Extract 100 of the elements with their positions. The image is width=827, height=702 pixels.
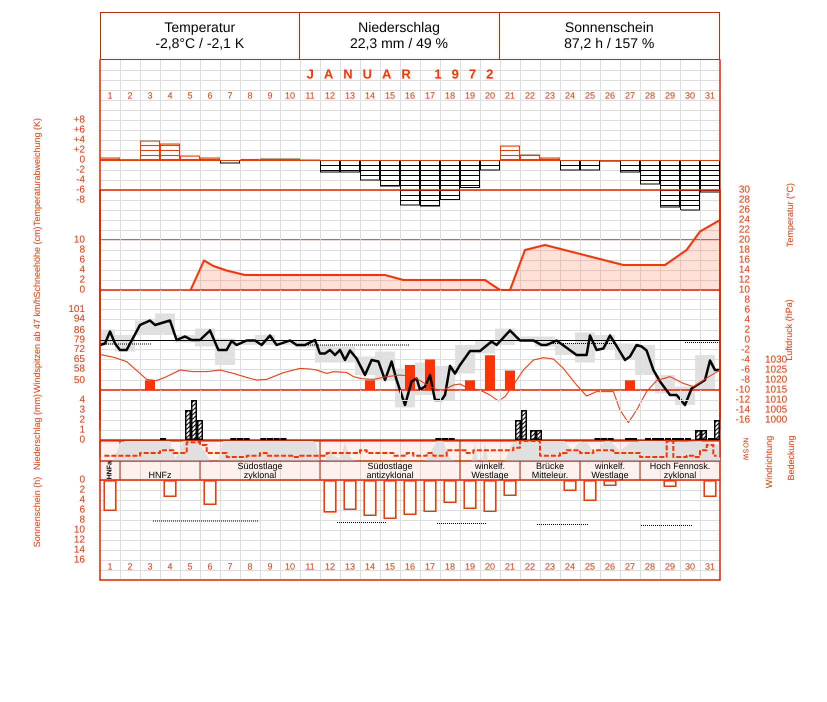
- y-axis-title: Bedeckung: [786, 435, 796, 481]
- x-tick-label: 29: [664, 562, 676, 572]
- y-tick-label: 1010: [765, 394, 788, 406]
- y-tick-label: 4: [79, 264, 86, 276]
- text: Niederschlag: [358, 19, 440, 35]
- y-tick-label: -8: [76, 194, 86, 206]
- y-tick-label: 0: [79, 434, 86, 446]
- y-tick-label: 22: [738, 224, 750, 236]
- text: 22,3 mm / 49 %: [350, 35, 448, 51]
- y-tick-label: 101: [68, 304, 86, 315]
- x-tick-label: 16: [404, 90, 416, 100]
- x-tick-label: 7: [227, 562, 233, 572]
- x-tick-label: 10: [284, 90, 296, 100]
- x-tick-label: 22: [524, 562, 536, 572]
- y-axis-title: Windrichtung: [764, 436, 774, 488]
- x-tick-label: 8: [247, 562, 253, 572]
- y-axis-title: Schneehöhe (cm): [32, 226, 42, 298]
- x-tick-label: 24: [564, 562, 576, 572]
- x-tick-label: 2: [127, 562, 133, 572]
- y-tick-label: 10: [738, 284, 750, 296]
- y-tick-label: 12: [74, 534, 86, 546]
- y-tick-label: 14: [74, 544, 86, 556]
- y-tick-label: 1000: [765, 414, 788, 426]
- band-label: Hoch Fennosk. zyklonal: [650, 461, 710, 480]
- y-tick-label: 0: [79, 474, 86, 486]
- y-axis-title: Windspitzen ab 47 km/h: [32, 296, 42, 394]
- band-label: Südostlage zyklonal: [237, 461, 283, 480]
- x-tick-label: 23: [544, 562, 556, 572]
- y-tick-label: 2: [79, 274, 86, 286]
- x-tick-label: 5: [187, 90, 193, 100]
- y-tick-label: -16: [736, 414, 750, 426]
- y-tick-label: 6: [744, 304, 750, 316]
- y-tick-label: 0: [744, 334, 750, 346]
- x-tick-label: 4: [167, 90, 173, 100]
- y-tick-label: -6: [76, 184, 86, 196]
- y-tick-label: 2: [79, 484, 86, 496]
- y-axis-title: Temperaturabweichung (K): [32, 118, 42, 226]
- x-tick-label: 19: [464, 90, 476, 100]
- x-tick-label: 9: [267, 90, 273, 100]
- x-tick-label: 11: [305, 90, 315, 100]
- y-tick-label: -12: [736, 394, 750, 406]
- y-tick-label: 50: [74, 374, 86, 386]
- y-tick-label: -4: [741, 354, 750, 366]
- y-tick-label: -2: [741, 344, 750, 356]
- x-tick-label: 30: [684, 90, 696, 100]
- y-tick-label: 18: [738, 244, 750, 256]
- band-label: Brücke Mitteleur.: [532, 461, 568, 480]
- x-tick-label: 30: [684, 562, 696, 572]
- y-tick-label: 1005: [765, 404, 788, 416]
- x-tick-label: 3: [147, 562, 153, 572]
- y-tick-label: 10: [74, 234, 86, 246]
- y-tick-label: -14: [736, 404, 750, 416]
- y-tick-label: 1025: [765, 364, 788, 376]
- y-axis-title: Temperatur (°C): [785, 182, 795, 248]
- text: JANUAR 1972: [306, 66, 504, 82]
- y-tick-label: 2: [79, 414, 86, 426]
- x-tick-label: 12: [324, 562, 336, 572]
- y-tick-label: 0: [79, 284, 86, 296]
- x-tick-label: 20: [484, 562, 496, 572]
- x-tick-label: 3: [147, 90, 153, 100]
- x-tick-label: 25: [584, 562, 596, 572]
- x-tick-label: 22: [524, 90, 536, 100]
- text: 87,2 h / 157 %: [564, 35, 654, 51]
- y-tick-label: 14: [738, 264, 750, 276]
- x-tick-label: 25: [584, 90, 596, 100]
- y-axis-title: Niederschlag (mm): [32, 394, 42, 470]
- y-tick-label: 65: [74, 354, 86, 365]
- x-tick-label: 6: [207, 90, 213, 100]
- x-tick-label: 2: [127, 90, 133, 100]
- y-tick-label: 10: [74, 524, 86, 536]
- y-tick-label: 0: [79, 154, 86, 166]
- x-tick-label: 31: [704, 562, 716, 572]
- x-tick-label: 10: [284, 562, 296, 572]
- y-tick-label: +6: [74, 124, 86, 136]
- x-tick-label: 19: [464, 562, 476, 572]
- x-tick-label: 7: [227, 90, 233, 100]
- y-tick-label: 86: [74, 324, 86, 336]
- x-tick-label: 8: [247, 90, 253, 100]
- band-label: Südostlage antizyklonal: [366, 461, 414, 480]
- x-tick-label: 13: [344, 562, 356, 572]
- band-label: winkelf. Westlage: [591, 461, 629, 480]
- x-tick-label: 14: [364, 562, 376, 572]
- y-tick-label: +2: [74, 144, 86, 156]
- x-tick-label: 23: [544, 90, 556, 100]
- y-tick-label: +4: [74, 134, 86, 146]
- x-tick-label: 5: [187, 562, 193, 572]
- band-label: HNFz: [148, 470, 172, 480]
- text: -2,8°C / -2,1 K: [155, 35, 244, 51]
- y-tick-label: +8: [74, 114, 86, 126]
- x-tick-label: 18: [444, 562, 456, 572]
- y-tick-label: 6: [79, 504, 86, 516]
- text: Sonnenschein: [564, 19, 654, 35]
- y-tick-label: -2: [76, 164, 86, 176]
- y-tick-label: 8: [79, 244, 86, 256]
- y-tick-label: -4: [76, 174, 86, 186]
- y-tick-label: 1015: [765, 384, 788, 396]
- x-tick-label: 24: [564, 90, 576, 100]
- y-tick-label: 2: [744, 324, 750, 336]
- band-label: winkelf. Westlage: [471, 461, 509, 480]
- x-tick-label: 17: [424, 90, 436, 100]
